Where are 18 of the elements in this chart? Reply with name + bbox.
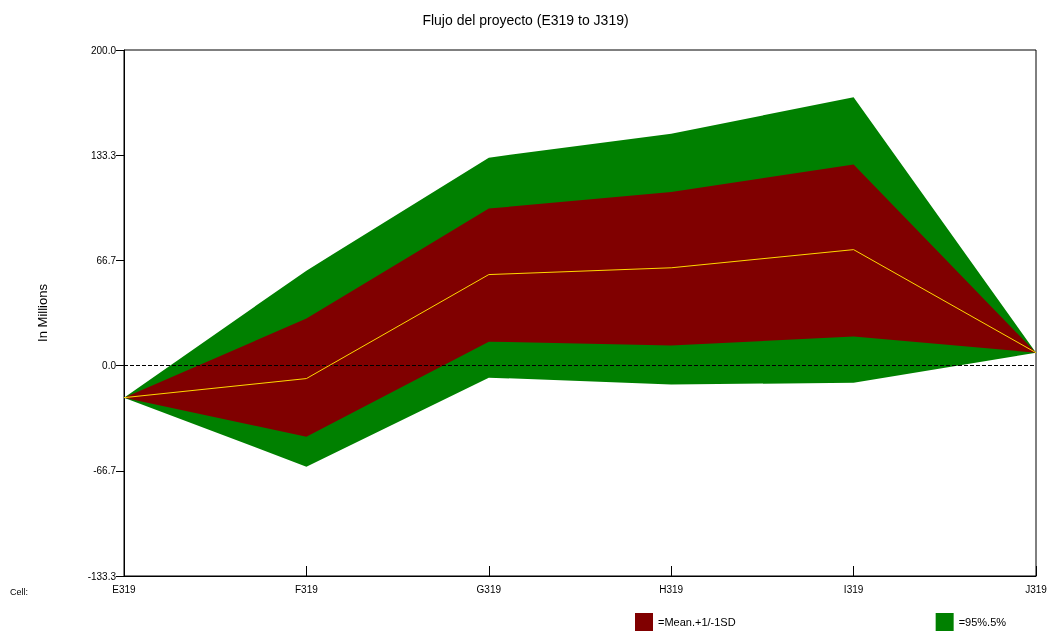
chart-title: Flujo del proyecto (E319 to J319) [422, 12, 629, 28]
x-tick-label: F319 [295, 583, 319, 595]
x-tick-label: I319 [843, 583, 864, 595]
legend-label: =Mean.+1/-1SD [658, 616, 736, 628]
y-tick-label: 66.7 [96, 254, 117, 266]
x-tick-label: E319 [112, 583, 137, 595]
text: Cell: [10, 586, 29, 597]
y-tick-label: -66.7 [93, 465, 117, 477]
y-tick-label: 133.3 [90, 149, 117, 161]
y-tick-label: 200.0 [90, 44, 117, 56]
y-tick-label: 0.0 [102, 360, 117, 372]
line-series [123, 249, 1037, 399]
y-axis-title: In Millions [35, 283, 50, 342]
y-tick-label: -133.3 [87, 570, 117, 582]
x-tick-label: H319 [659, 583, 684, 595]
x-tick-label: G319 [476, 583, 502, 595]
legend-label: =95%.5% [958, 616, 1007, 628]
x-tick-label: J319 [1025, 583, 1048, 595]
